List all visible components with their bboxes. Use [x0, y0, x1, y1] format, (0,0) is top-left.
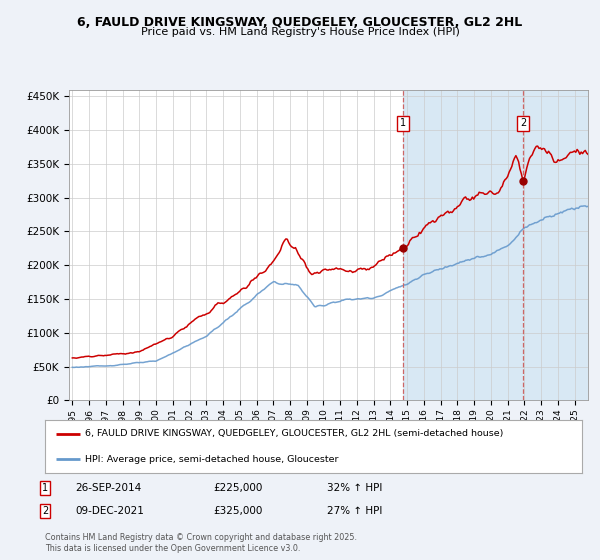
Text: HPI: Average price, semi-detached house, Gloucester: HPI: Average price, semi-detached house,… [85, 455, 339, 464]
Text: 6, FAULD DRIVE KINGSWAY, QUEDGELEY, GLOUCESTER, GL2 2HL: 6, FAULD DRIVE KINGSWAY, QUEDGELEY, GLOU… [77, 16, 523, 29]
Text: Price paid vs. HM Land Registry's House Price Index (HPI): Price paid vs. HM Land Registry's House … [140, 27, 460, 37]
Text: 32% ↑ HPI: 32% ↑ HPI [327, 483, 382, 493]
Text: 6, FAULD DRIVE KINGSWAY, QUEDGELEY, GLOUCESTER, GL2 2HL (semi-detached house): 6, FAULD DRIVE KINGSWAY, QUEDGELEY, GLOU… [85, 430, 503, 438]
Bar [403, 90, 600, 400]
Text: Contains HM Land Registry data © Crown copyright and database right 2025.
This d: Contains HM Land Registry data © Crown c… [45, 533, 357, 553]
Text: 2: 2 [42, 506, 48, 516]
Text: 1: 1 [400, 118, 406, 128]
Text: 1: 1 [42, 483, 48, 493]
Text: £225,000: £225,000 [213, 483, 262, 493]
Text: £325,000: £325,000 [213, 506, 262, 516]
Text: 26-SEP-2014: 26-SEP-2014 [75, 483, 141, 493]
Text: 2: 2 [520, 118, 526, 128]
Text: 27% ↑ HPI: 27% ↑ HPI [327, 506, 382, 516]
Text: 09-DEC-2021: 09-DEC-2021 [75, 506, 144, 516]
